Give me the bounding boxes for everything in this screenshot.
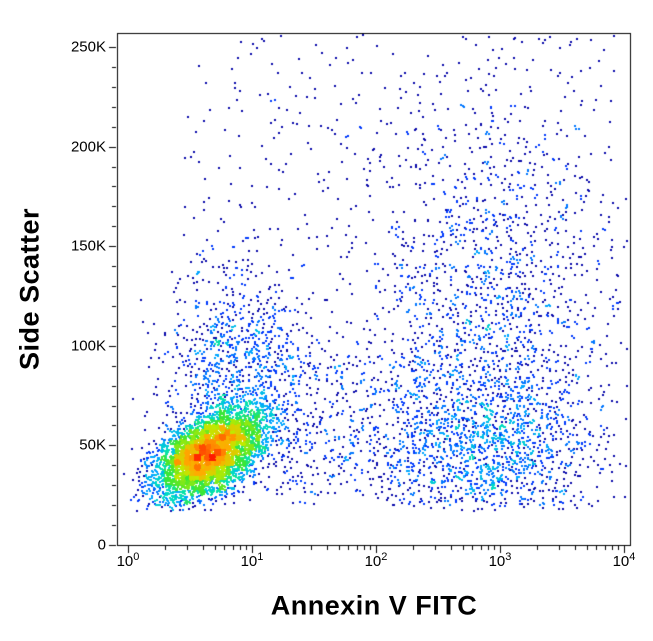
x-tick-label-1e3: 103	[488, 551, 512, 571]
x-tick-exponent: 0	[133, 551, 140, 563]
x-tick-label-1e4: 104	[612, 551, 636, 571]
x-tick-exponent: 4	[629, 551, 636, 563]
y-tick-label-100k: 100K	[70, 337, 106, 355]
x-tick-label-1e0: 100	[116, 551, 140, 571]
x-tick-base: 10	[364, 553, 382, 570]
x-tick-base: 10	[240, 553, 258, 570]
x-tick-base: 10	[116, 553, 134, 570]
x-tick-base: 10	[612, 553, 630, 570]
y-tick-label-0: 0	[97, 536, 106, 554]
x-axis-title: Annexin V FITC	[270, 590, 478, 621]
x-tick-exponent: 3	[505, 551, 512, 563]
y-tick-label-200k: 200K	[70, 138, 106, 156]
y-tick-label-150k: 150K	[70, 237, 106, 255]
x-tick-exponent: 2	[381, 551, 388, 563]
y-axis-title: Side Scatter	[14, 207, 45, 371]
y-tick-label-50k: 50K	[79, 436, 106, 454]
y-tick-label-250k: 250K	[70, 38, 106, 56]
x-tick-base: 10	[488, 553, 506, 570]
x-tick-label-1e2: 102	[364, 551, 388, 571]
x-tick-exponent: 1	[257, 551, 264, 563]
x-tick-label-1e1: 101	[240, 551, 264, 571]
